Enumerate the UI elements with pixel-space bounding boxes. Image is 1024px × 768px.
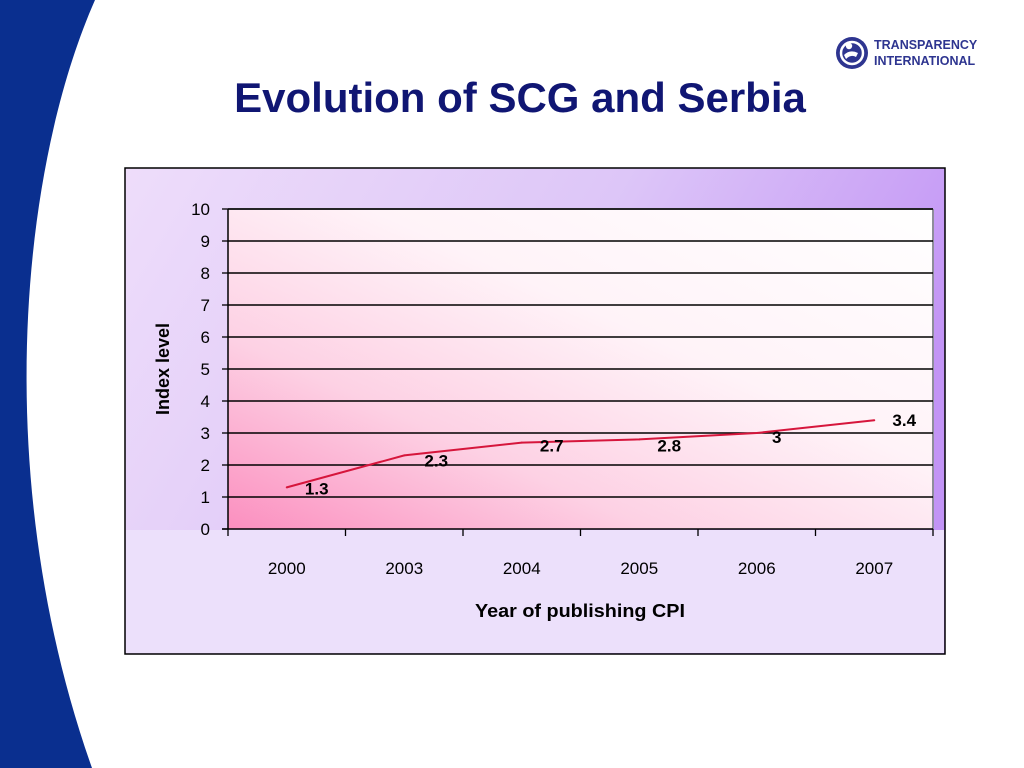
y-tick-label: 1 (201, 488, 210, 507)
y-axis-title: Index level (153, 323, 173, 415)
y-tick-label: 5 (201, 360, 210, 379)
data-point (285, 486, 288, 489)
x-tick-label: 2006 (738, 559, 776, 578)
slide-title: Evolution of SCG and Serbia (234, 74, 806, 121)
y-tick-label: 10 (191, 200, 210, 219)
logo-text-line2: INTERNATIONAL (874, 54, 976, 68)
y-tick-label: 9 (201, 232, 210, 251)
y-tick-label: 3 (201, 424, 210, 443)
data-point (638, 438, 641, 441)
y-tick-label: 4 (201, 392, 210, 411)
data-label: 2.3 (424, 451, 448, 470)
data-label: 3.4 (892, 411, 916, 430)
y-tick-label: 0 (201, 520, 210, 539)
chart-bottom-panel (126, 530, 944, 653)
series-line (286, 419, 875, 489)
transparency-international-logo: TRANSPARENCY INTERNATIONAL (834, 34, 1004, 74)
x-tick-label: 2007 (855, 559, 893, 578)
data-label: 3 (772, 428, 781, 447)
y-tick-label: 2 (201, 456, 210, 475)
data-label: 2.8 (657, 436, 681, 455)
data-point (873, 419, 876, 422)
data-label: 1.3 (305, 479, 329, 498)
x-tick-label: 2000 (268, 559, 306, 578)
x-tick-label: 2003 (385, 559, 423, 578)
ti-globe-icon (836, 37, 868, 69)
logo-text-line1: TRANSPARENCY (874, 38, 978, 52)
data-point (403, 454, 406, 457)
y-tick-label: 7 (201, 296, 210, 315)
x-axis-title: Year of publishing CPI (475, 601, 685, 621)
y-tick-label: 8 (201, 264, 210, 283)
x-tick-label: 2005 (620, 559, 658, 578)
x-tick-label: 2004 (503, 559, 541, 578)
data-point (755, 432, 758, 434)
data-point (520, 441, 523, 444)
y-tick-label: 6 (201, 328, 210, 347)
data-label: 2.7 (540, 437, 564, 456)
